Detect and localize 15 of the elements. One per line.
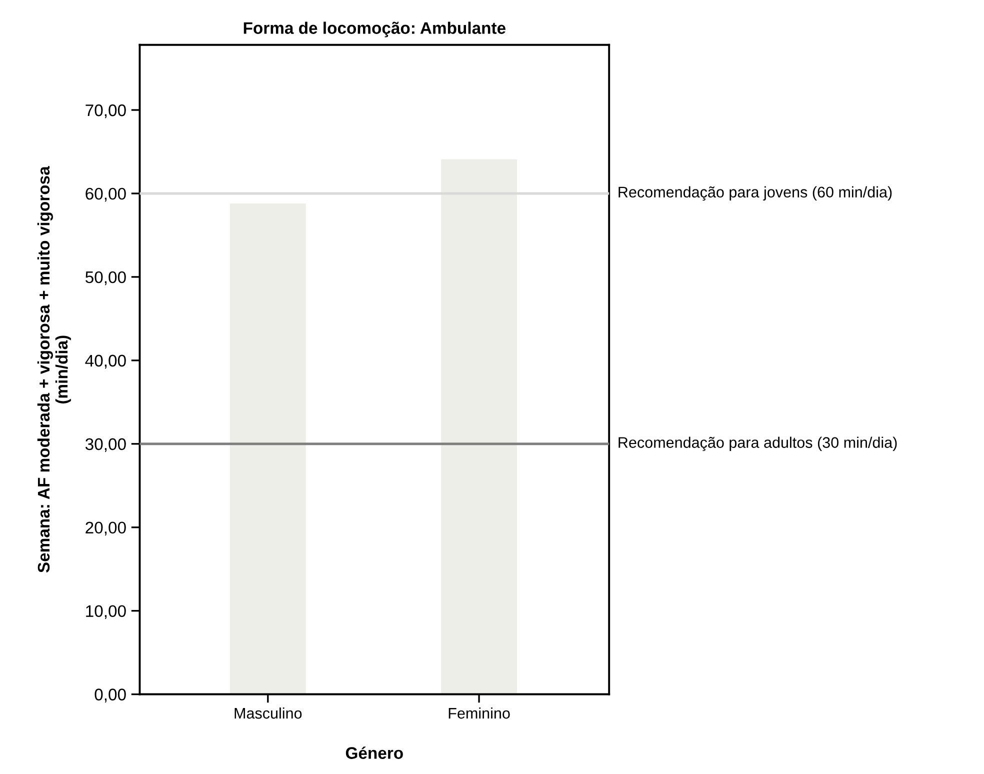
y-tick-label: 10,00 (86, 605, 126, 619)
ref-line-label: Recomendação para adultos (30 min/dia) (618, 436, 897, 452)
y-tick-label: 20,00 (86, 522, 126, 536)
y-tick-label: 70,00 (86, 104, 126, 118)
y-tick-label: 30,00 (85, 438, 126, 452)
x-axis-title: Género (346, 746, 403, 759)
x-tick-label: Feminino (448, 707, 510, 719)
y-tick-label: 50,00 (85, 271, 126, 286)
y-tick-label: 0,00 (94, 688, 126, 702)
x-tick-label: Masculino (234, 707, 302, 719)
y-tick-label: 60,00 (86, 188, 126, 202)
chart-title: Forma de locomoção: Ambulante (244, 22, 506, 38)
y-axis-title: Semana: AF moderada + vigorosa + muito vigorosa (min/dia) (37, 166, 71, 573)
ref-line-label: Recomendação para jovens (60 min/dia) (618, 186, 892, 201)
y-tick-label: 40,00 (85, 354, 126, 369)
